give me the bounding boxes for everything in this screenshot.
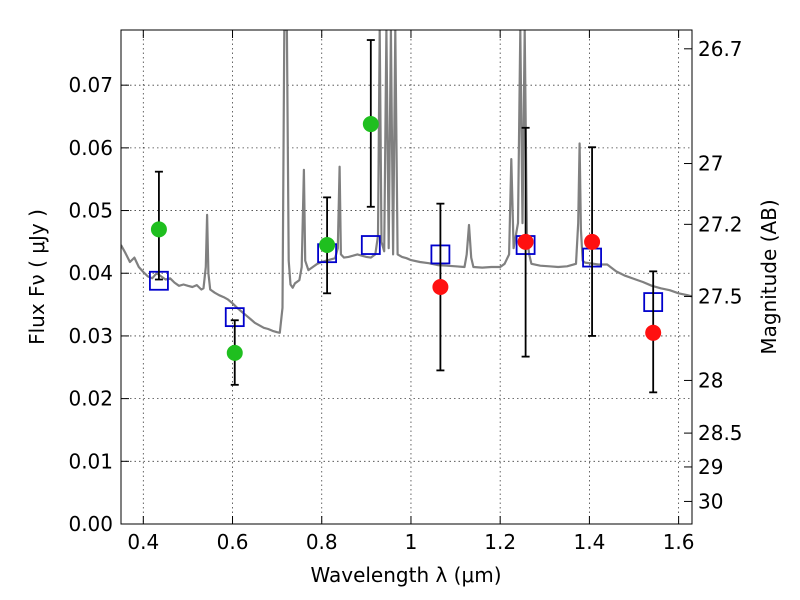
observed-flux-point — [150, 221, 167, 238]
y2-tick-label: 29 — [698, 455, 723, 479]
y-tick-label: 0.06 — [68, 136, 113, 160]
y2-axis-label: Magnitude (AB) — [757, 199, 781, 354]
y-tick-label: 0.02 — [68, 387, 113, 411]
x-axis-label: Wavelength λ (μm) — [310, 563, 501, 587]
y-tick-label: 0.07 — [68, 73, 113, 97]
observed-flux-point — [319, 237, 336, 254]
y2-tick-label: 27.2 — [698, 212, 743, 236]
y2-tick-label: 27 — [698, 152, 723, 176]
model-flux-box — [360, 235, 381, 255]
axis-ticks: 0.4 0.6 0.8 1 1.2 1.4 1.6 0.00 0.01 0.02 0.03 0.04 0… — [68, 30, 743, 554]
x-tick-label: 0.8 — [306, 530, 338, 554]
x-tick-label: 0.4 — [127, 530, 159, 554]
spectrum-line — [121, 30, 692, 334]
x-tick-label: 1 — [405, 530, 418, 554]
plot-frame — [120, 29, 693, 525]
y-tick-label: 0.05 — [68, 199, 113, 223]
y2-tick-label: 27.5 — [698, 284, 743, 308]
x-tick-label: 1.4 — [573, 530, 605, 554]
y-tick-label: 0.03 — [68, 324, 113, 348]
y2-tick-label: 30 — [698, 489, 723, 513]
observed-flux-point — [517, 233, 534, 250]
x-tick-label: 1.2 — [484, 530, 516, 554]
y-tick-label: 0.01 — [68, 449, 113, 473]
y-tick-label: 0.04 — [68, 261, 113, 285]
y2-tick-label: 28 — [698, 368, 723, 392]
observed-flux-point — [226, 344, 243, 361]
y2-tick-label: 28.5 — [698, 421, 743, 445]
observed-flux-point — [432, 279, 449, 296]
errorbars — [150, 39, 662, 394]
observed-flux-point — [584, 233, 601, 250]
grid — [121, 30, 692, 525]
y2-tick-label: 26.7 — [698, 37, 743, 61]
x-tick-label: 0.6 — [217, 530, 249, 554]
x-tick-label: 1.6 — [663, 530, 695, 554]
observed-flux-point — [362, 116, 379, 133]
y-tick-label: 0.00 — [68, 512, 113, 536]
y-axis-label: Flux Fν ( μJy ) — [25, 209, 49, 345]
plot-data — [121, 30, 692, 334]
observed-flux-point — [645, 324, 662, 341]
